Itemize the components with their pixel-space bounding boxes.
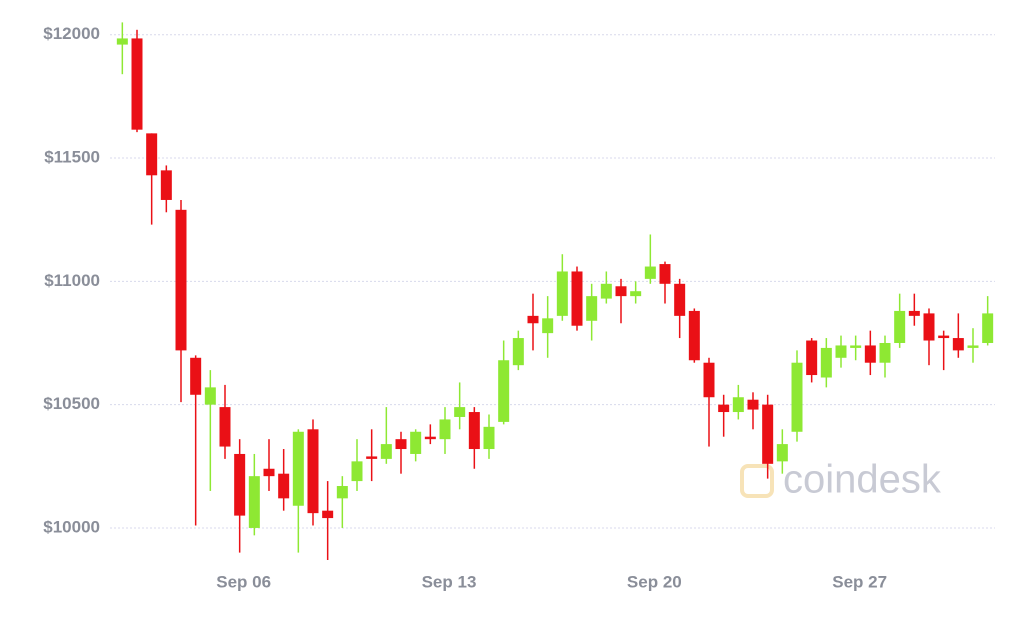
candle-body	[864, 345, 876, 363]
candle-body	[703, 362, 715, 398]
candle-body	[630, 291, 642, 297]
candle-body	[190, 357, 202, 395]
candle-body	[410, 431, 422, 454]
candle-body	[542, 318, 554, 334]
candle-body	[732, 397, 744, 413]
candle-body	[424, 436, 436, 440]
candle-body	[571, 271, 583, 326]
candle-body	[791, 362, 803, 432]
candle-body	[776, 444, 788, 462]
candle-body	[952, 338, 964, 351]
candle-body	[263, 468, 275, 477]
candle-body	[674, 283, 686, 316]
candle-body	[175, 209, 187, 351]
candle-body	[366, 456, 378, 459]
watermark-text: coindesk	[783, 458, 942, 502]
candle-body	[820, 347, 832, 378]
candle-body	[762, 404, 774, 464]
candle-body	[336, 486, 348, 499]
candle-body	[219, 407, 231, 447]
candle-body	[615, 286, 627, 297]
candle-body	[454, 407, 466, 417]
candle-body	[234, 453, 246, 516]
candle-body	[146, 133, 158, 176]
candle-body	[248, 476, 260, 528]
candle-body	[850, 345, 862, 348]
candle-body	[292, 431, 304, 506]
y-tick-label: $11500	[44, 148, 100, 167]
candle-body	[468, 412, 480, 450]
candle-body	[512, 338, 524, 366]
candle-body	[116, 38, 128, 45]
x-tick-label: Sep 13	[422, 572, 477, 591]
y-tick-label: $12000	[43, 24, 100, 43]
candle-body	[688, 310, 700, 361]
x-tick-label: Sep 06	[216, 572, 271, 591]
watermark: coindesk	[740, 458, 942, 502]
watermark-logo	[740, 464, 774, 498]
candle-body	[967, 345, 979, 348]
candle-body	[160, 170, 172, 200]
candle-body	[908, 310, 920, 316]
y-tick-label: $10500	[43, 394, 100, 413]
candle-body	[131, 38, 143, 130]
candle-body	[527, 315, 539, 324]
y-tick-label: $10000	[43, 517, 100, 536]
candle-body	[600, 283, 612, 299]
candle-body	[982, 313, 994, 343]
candle-body	[894, 310, 906, 343]
candle-body	[395, 439, 407, 450]
candle-body	[718, 404, 730, 413]
candle-body	[938, 335, 950, 339]
candle-body	[747, 399, 759, 410]
y-tick-label: $11000	[44, 271, 100, 290]
x-tick-label: Sep 20	[627, 572, 682, 591]
candle-body	[380, 444, 392, 459]
candle-body	[278, 473, 290, 499]
candle-body	[483, 426, 495, 450]
candle-body	[835, 345, 847, 358]
candle-body	[556, 271, 568, 316]
x-tick-label: Sep 27	[832, 572, 887, 591]
candle-body	[204, 387, 216, 405]
candle-body	[923, 313, 935, 341]
candle-body	[351, 461, 363, 482]
candle-body	[644, 266, 656, 279]
candle-body	[659, 264, 671, 284]
candle-body	[307, 429, 319, 514]
candle-body	[586, 296, 598, 321]
candle-body	[439, 419, 451, 440]
candle-body	[322, 510, 334, 519]
candle-body	[498, 360, 510, 422]
candle-body	[806, 340, 818, 376]
candle-body	[879, 342, 891, 363]
